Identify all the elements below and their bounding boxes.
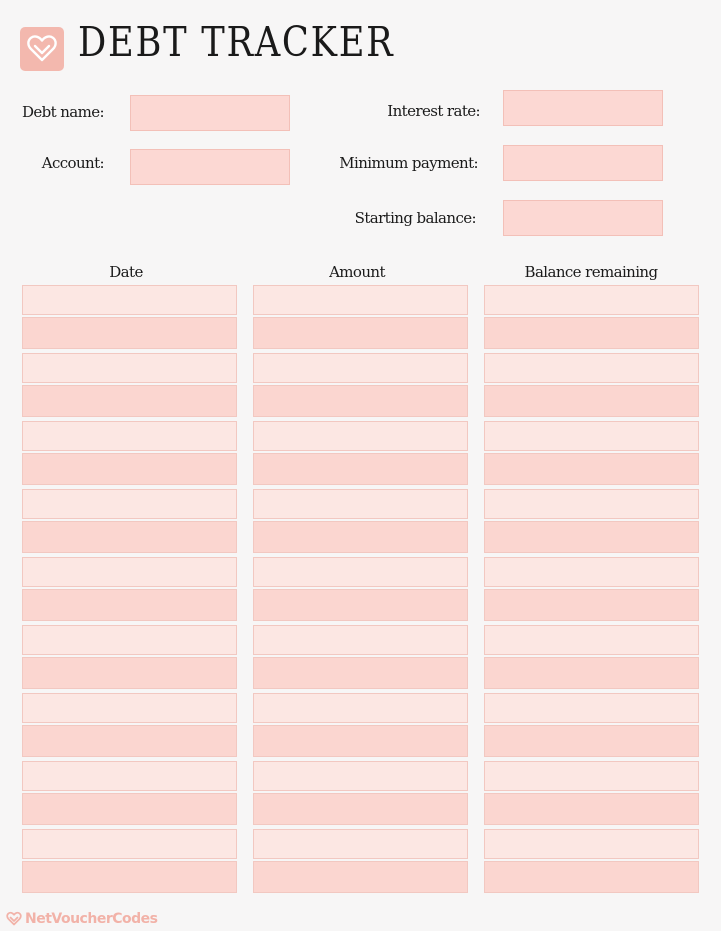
table-cell-date[interactable]: [22, 861, 237, 893]
table-cell-balance-remaining[interactable]: [484, 625, 699, 655]
table-cell-balance-remaining[interactable]: [484, 725, 699, 757]
table-cell-amount[interactable]: [253, 453, 468, 485]
table-cell-date[interactable]: [22, 589, 237, 621]
table-cell-amount[interactable]: [253, 385, 468, 417]
table-cell-balance-remaining[interactable]: [484, 657, 699, 689]
table-cell-amount[interactable]: [253, 589, 468, 621]
minimum-payment-label: Minimum payment:: [339, 154, 478, 172]
table-cell-date[interactable]: [22, 761, 237, 791]
table-cell-balance-remaining[interactable]: [484, 829, 699, 859]
table-cell-balance-remaining[interactable]: [484, 861, 699, 893]
table-cell-date[interactable]: [22, 385, 237, 417]
table-cell-balance-remaining[interactable]: [484, 285, 699, 315]
table-cell-amount[interactable]: [253, 861, 468, 893]
interest-rate-label: Interest rate:: [387, 102, 480, 120]
starting-balance-label: Starting balance:: [354, 209, 477, 227]
table-cell-date[interactable]: [22, 657, 237, 689]
table-cell-date[interactable]: [22, 421, 237, 451]
table-cell-amount[interactable]: [253, 489, 468, 519]
heart-icon: [27, 35, 57, 62]
minimum-payment-field[interactable]: [503, 145, 663, 181]
table-cell-amount[interactable]: [253, 657, 468, 689]
debt-name-label: Debt name:: [21, 103, 105, 121]
table-cell-balance-remaining[interactable]: [484, 317, 699, 349]
column-header-balance-remaining: Balance remaining: [524, 263, 659, 281]
table-cell-date[interactable]: [22, 285, 237, 315]
table-cell-balance-remaining[interactable]: [484, 761, 699, 791]
debt-name-field[interactable]: [130, 95, 290, 131]
logo: [20, 27, 64, 71]
table-cell-balance-remaining[interactable]: [484, 353, 699, 383]
table-cell-date[interactable]: [22, 317, 237, 349]
table-cell-amount[interactable]: [253, 285, 468, 315]
table-cell-amount[interactable]: [253, 557, 468, 587]
table-cell-amount[interactable]: [253, 761, 468, 791]
table-cell-amount[interactable]: [253, 521, 468, 553]
account-label: Account:: [41, 154, 105, 172]
table-cell-balance-remaining[interactable]: [484, 557, 699, 587]
starting-balance-field[interactable]: [503, 200, 663, 236]
footer-brand: NetVoucherCodes: [6, 909, 158, 929]
column-header-date: Date: [109, 263, 143, 281]
table-cell-date[interactable]: [22, 725, 237, 757]
table-cell-date[interactable]: [22, 625, 237, 655]
table-cell-amount[interactable]: [253, 725, 468, 757]
table-cell-balance-remaining[interactable]: [484, 453, 699, 485]
table-cell-date[interactable]: [22, 557, 237, 587]
table-cell-date[interactable]: [22, 693, 237, 723]
table-cell-balance-remaining[interactable]: [484, 489, 699, 519]
table-cell-amount[interactable]: [253, 317, 468, 349]
page-title: DEBT TRACKER: [78, 18, 395, 66]
table-cell-date[interactable]: [22, 353, 237, 383]
table-cell-date[interactable]: [22, 521, 237, 553]
interest-rate-field[interactable]: [503, 90, 663, 126]
table-cell-balance-remaining[interactable]: [484, 693, 699, 723]
table-cell-amount[interactable]: [253, 693, 468, 723]
table-cell-balance-remaining[interactable]: [484, 385, 699, 417]
table-cell-amount[interactable]: [253, 829, 468, 859]
account-field[interactable]: [130, 149, 290, 185]
table-cell-amount[interactable]: [253, 421, 468, 451]
table-cell-date[interactable]: [22, 489, 237, 519]
column-header-amount: Amount: [329, 263, 385, 281]
table-cell-balance-remaining[interactable]: [484, 421, 699, 451]
table-cell-balance-remaining[interactable]: [484, 793, 699, 825]
table-cell-amount[interactable]: [253, 625, 468, 655]
table-cell-amount[interactable]: [253, 793, 468, 825]
table-cell-balance-remaining[interactable]: [484, 589, 699, 621]
table-cell-date[interactable]: [22, 453, 237, 485]
table-cell-date[interactable]: [22, 829, 237, 859]
table-cell-balance-remaining[interactable]: [484, 521, 699, 553]
table-cell-date[interactable]: [22, 793, 237, 825]
table-cell-amount[interactable]: [253, 353, 468, 383]
heart-icon: [6, 911, 22, 926]
brand-name: NetVoucherCodes: [25, 911, 158, 927]
